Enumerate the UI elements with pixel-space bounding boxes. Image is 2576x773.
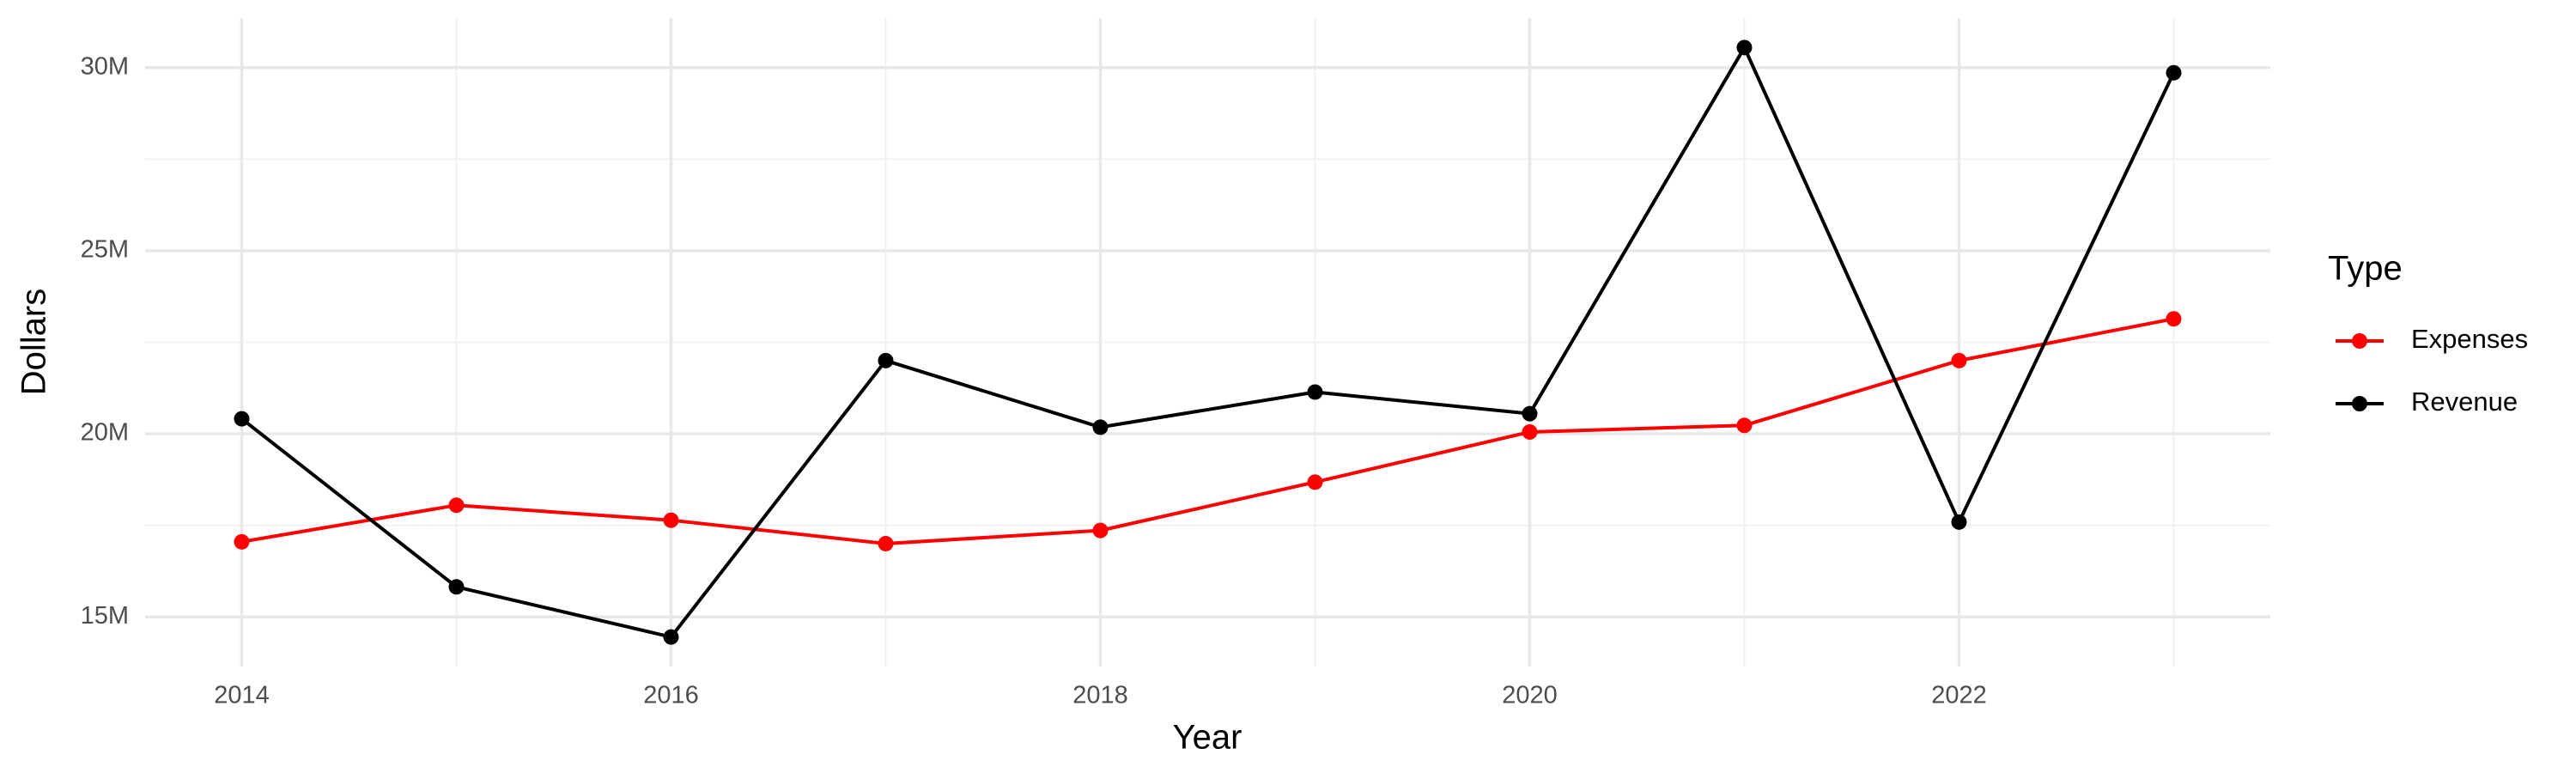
data-point [1736,40,1753,56]
y-tick-label: 15M [81,602,129,630]
x-tick-label: 2020 [1502,682,1558,709]
legend-title: Type [2328,250,2403,288]
y-axis-title: Dollars [15,289,53,395]
data-point [448,497,465,514]
x-tick-label: 2022 [1931,682,1987,709]
data-point [1522,405,1538,422]
data-point [1092,522,1109,539]
data-point [234,411,250,427]
data-point [1951,352,1967,368]
y-tick-label: 30M [81,52,129,80]
data-point [663,629,679,645]
y-tick-label: 20M [81,419,129,447]
data-point [878,352,894,368]
data-point [1951,514,1967,530]
series-line [240,46,2176,639]
x-axis-title: Year [1173,719,1242,757]
data-point [1522,423,1538,440]
series-line [241,317,2174,545]
legend-label: Revenue [2411,386,2518,417]
data-point [1307,384,1323,400]
data-point [1736,417,1753,434]
legend-key-point [2352,396,2367,411]
data-point [663,512,679,528]
x-tick-label: 2018 [1072,682,1128,709]
legend-key-point [2352,333,2367,349]
data-point [2166,64,2182,81]
legend-label: Expenses [2411,324,2528,354]
x-tick-label: 2014 [214,682,270,709]
data-point [448,579,465,595]
y-tick-label: 25M [81,236,129,264]
grid [145,18,2270,666]
data-point [2166,311,2182,327]
data-point [878,535,894,551]
data-point [1092,419,1109,435]
x-tick-label: 2016 [643,682,699,709]
data-point [1307,474,1323,490]
data-point [234,533,250,550]
